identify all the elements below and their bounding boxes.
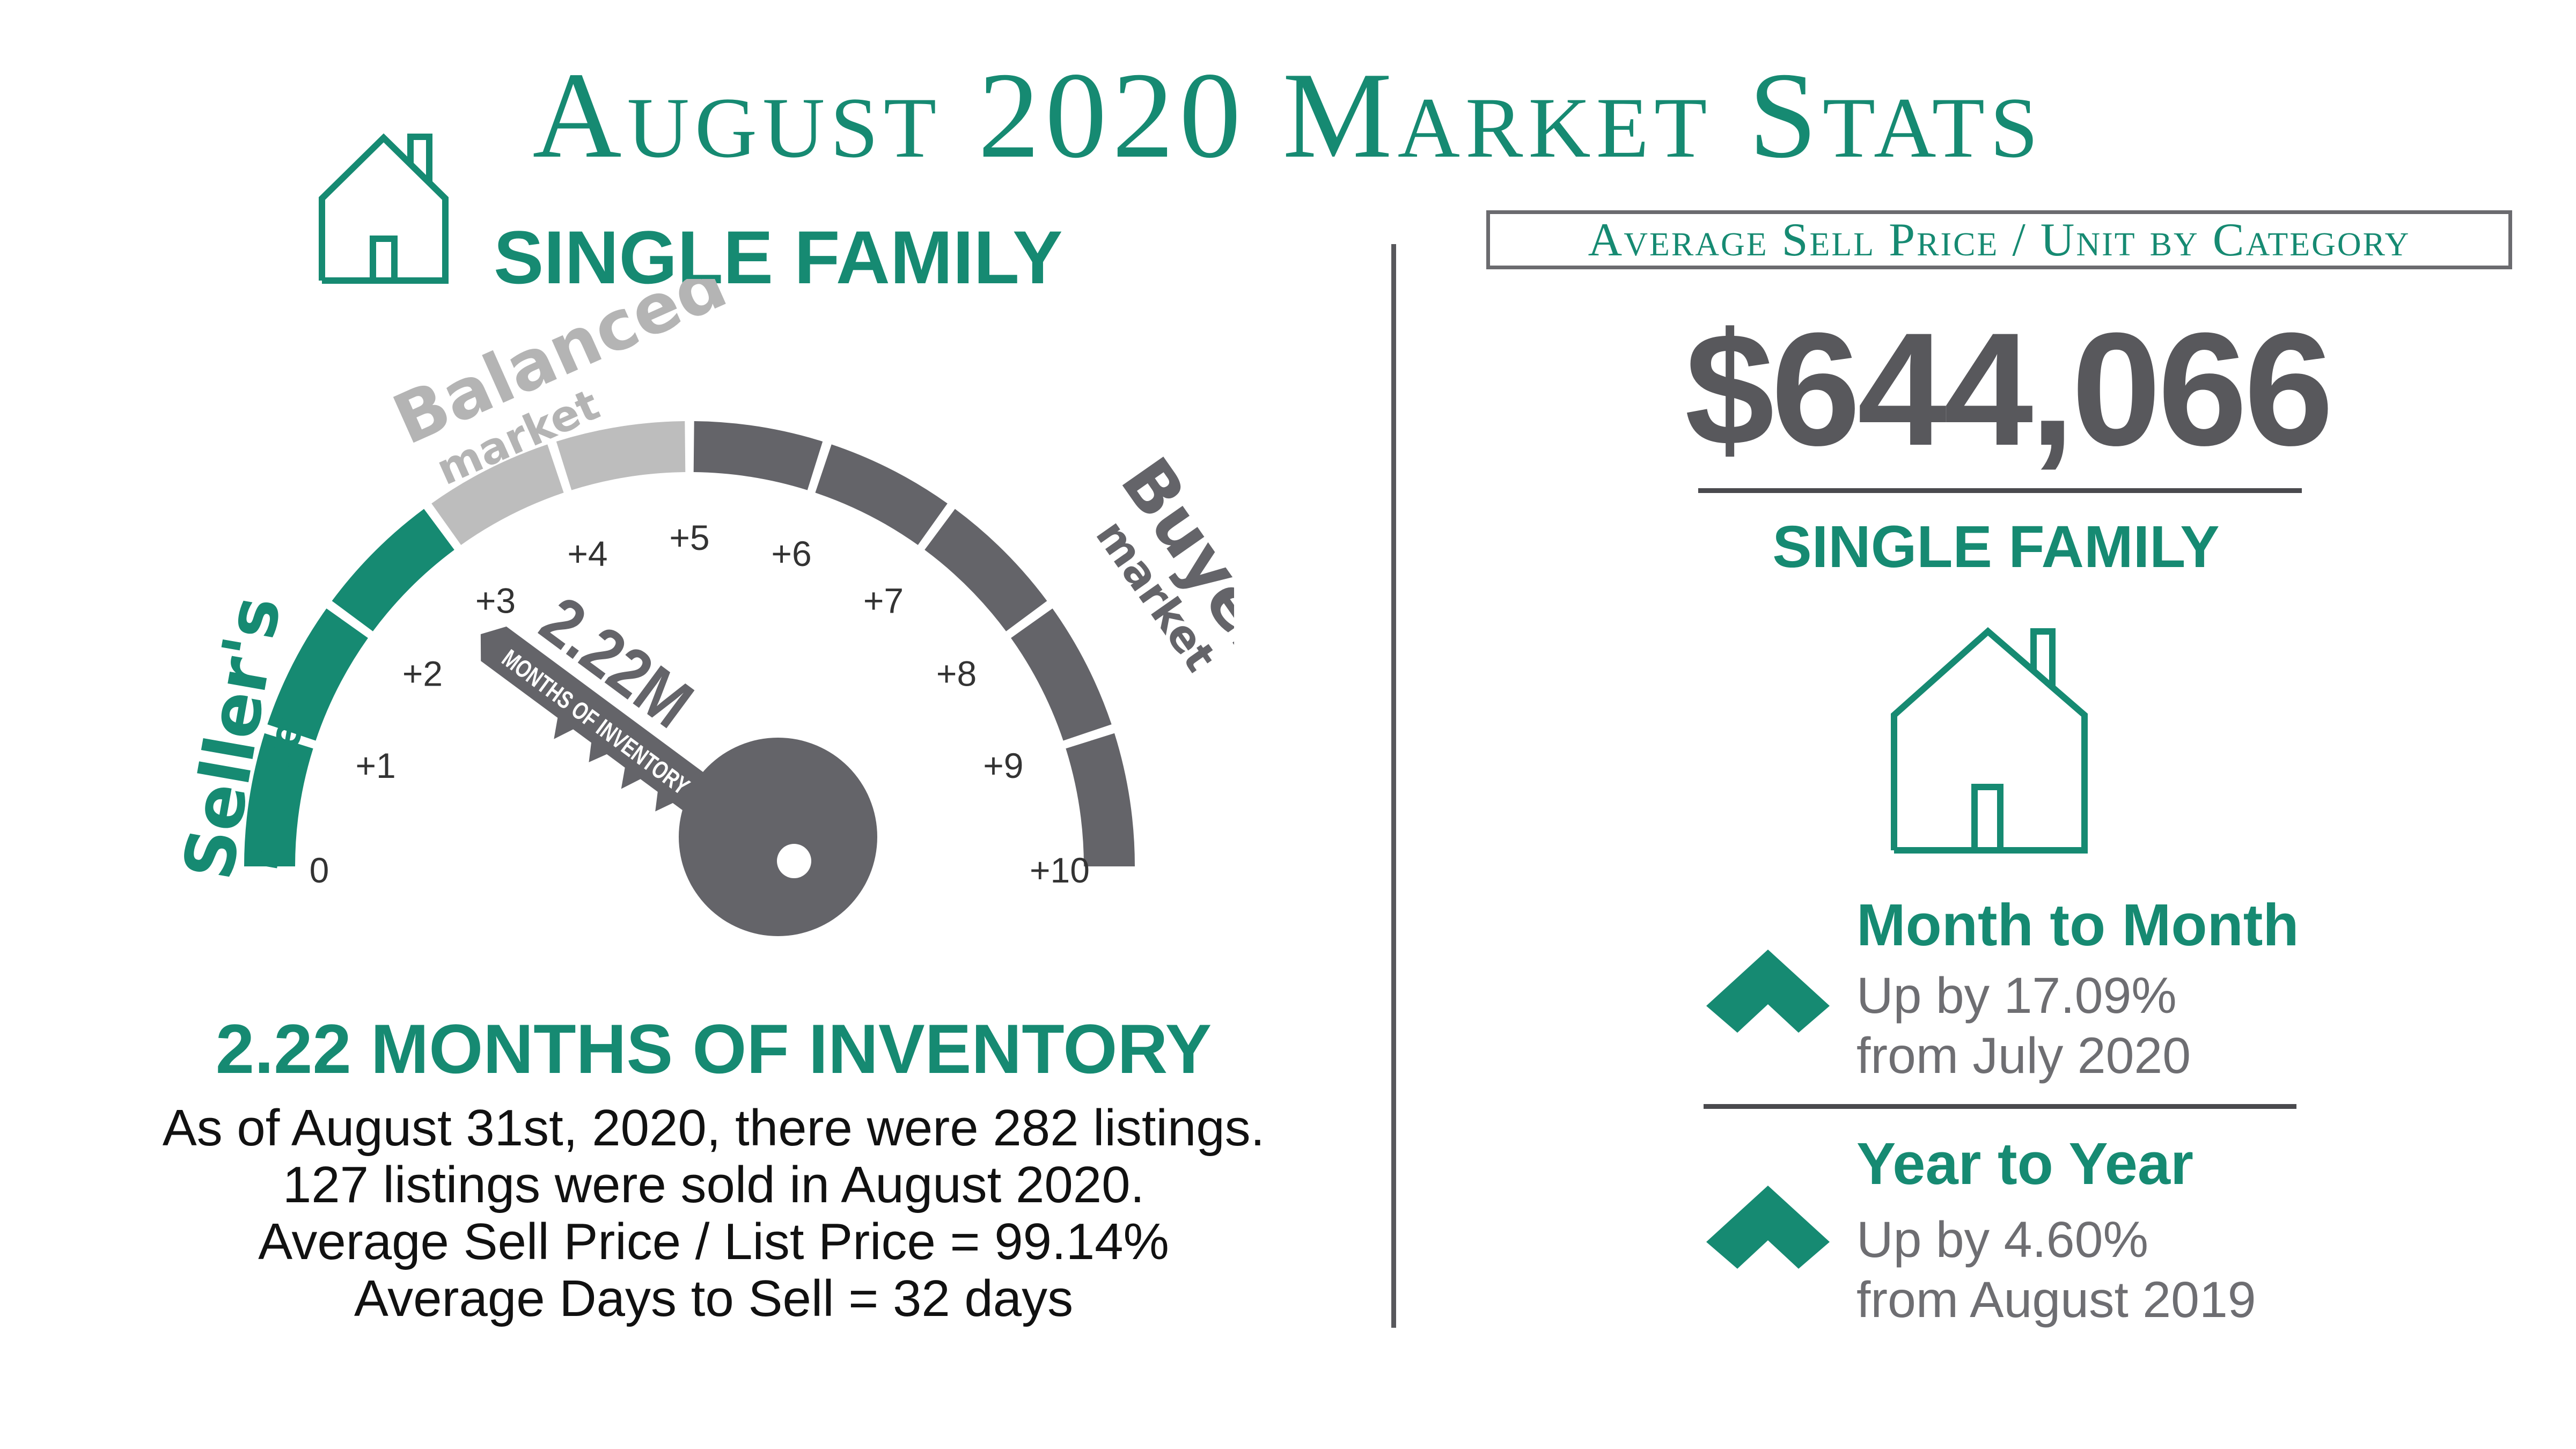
category-label: SINGLE FAMILY: [494, 215, 1063, 299]
gauge-tick-label: +8: [936, 654, 977, 694]
gauge-tick-label: +7: [863, 580, 904, 620]
gauge-tick-label: +5: [669, 518, 709, 557]
gauge-segment: [267, 608, 368, 741]
house-icon: [1891, 627, 2088, 854]
gauge-segment: [815, 444, 948, 545]
gauge-segment: [332, 509, 454, 631]
description-line: Average Sell Price / List Price = 99.14%: [258, 1213, 1169, 1270]
year-to-year-detail: Up by 4.60% from August 2019: [1856, 1210, 2256, 1330]
gauge-tick-label: +9: [983, 746, 1023, 785]
gauge-tick-labels: 0 +1 +2 +3 +4 +5 +6 +7 +8 +9 +10: [310, 518, 1090, 890]
price-category-label: Average Sell Price / Unit by Category: [1588, 214, 2411, 266]
key-needle: MONTHS OF INVENTORY 2.22M: [480, 582, 877, 936]
price-category-box: Average Sell Price / Unit by Category: [1486, 210, 2512, 269]
up-arrow-icon: [1706, 950, 1830, 1033]
gauge-segment: [924, 509, 1047, 631]
gauge-segment: [1066, 733, 1135, 866]
inventory-heading: 2.22 MONTHS OF INVENTORY: [215, 1010, 1212, 1088]
house-icon: [319, 133, 449, 284]
gauge-segment: [693, 421, 823, 490]
gauge-tick-label: +4: [567, 534, 607, 573]
gauge-segment: [244, 733, 313, 866]
gauge-tick-label: +2: [402, 654, 443, 694]
inventory-gauge: 0+1+2+3+4 +5 +6+7+8+9+10 Seller's market B…: [168, 279, 1234, 936]
up-arrow-icon: [1706, 1186, 1830, 1269]
gauge-tick-label: +6: [771, 534, 811, 573]
page-title: August 2020 Market Stats: [532, 47, 2044, 183]
year-to-year-heading: Year to Year: [1856, 1131, 2193, 1197]
year-compare-line: from August 2019: [1856, 1271, 2256, 1328]
description-line: Average Days to Sell = 32 days: [354, 1270, 1074, 1327]
inventory-description: As of August 31st, 2020, there were 282 …: [107, 1100, 1320, 1327]
description-line: 127 listings were sold in August 2020.: [282, 1156, 1145, 1213]
column-divider: [1391, 244, 1396, 1328]
divider-line: [1698, 488, 2302, 493]
gauge-segment: [556, 421, 686, 490]
gauge-segment: [1011, 608, 1112, 741]
month-to-month-heading: Month to Month: [1856, 892, 2299, 958]
gauge-tick-label: +10: [1030, 850, 1090, 890]
divider-line: [1704, 1104, 2296, 1109]
year-change-line: Up by 4.60%: [1856, 1211, 2148, 1268]
gauge-tick-label: 0: [310, 850, 329, 890]
gauge-tick-label: +1: [355, 746, 395, 785]
category-label: SINGLE FAMILY: [1772, 514, 2220, 580]
average-sell-price: $644,066: [1685, 299, 2333, 479]
gauge-segment: [431, 444, 564, 545]
month-to-month-detail: Up by 17.09% from July 2020: [1856, 966, 2191, 1086]
gauge-segments: [244, 421, 1135, 866]
description-line: As of August 31st, 2020, there were 282 …: [162, 1099, 1265, 1157]
month-change-line: Up by 17.09%: [1856, 967, 2177, 1024]
gauge-tick-label: +3: [475, 580, 516, 620]
month-compare-line: from July 2020: [1856, 1027, 2191, 1084]
